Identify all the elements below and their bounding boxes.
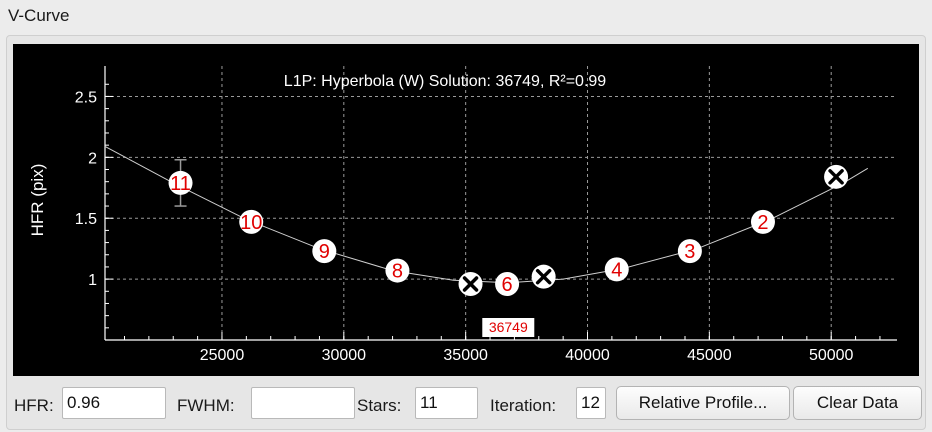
data-point-label: 8 (392, 261, 403, 283)
x-tick-label: 35000 (443, 347, 488, 364)
solution-label-box (482, 318, 535, 337)
data-point (677, 239, 702, 264)
clear-data-button[interactable]: Clear Data (793, 386, 922, 420)
x-tick-label: 50000 (809, 347, 854, 364)
iteration-label: Iteration: (490, 396, 557, 415)
data-point-label: 4 (611, 259, 622, 281)
data-point (385, 258, 410, 283)
data-point (495, 271, 520, 296)
data-point (604, 257, 629, 282)
chart-title: L1P: Hyperbola (W) Solution: 36749, R²=0… (284, 73, 607, 90)
stars-field[interactable] (415, 387, 478, 419)
points-layer: 2 3 4 6 8 9 10 11 36749 (168, 159, 849, 337)
axes-layer: 25000 30000 35000 40000 45000 50000 1 1.5 2 2.5 (75, 66, 897, 364)
excluded-x-mark (828, 169, 844, 185)
x-tick-label: 40000 (565, 347, 610, 364)
data-point (750, 209, 775, 234)
data-point-label: 6 (502, 274, 513, 296)
group-title-v-curve: V-Curve (8, 6, 70, 25)
data-point (239, 209, 264, 234)
y-axis-label: HFR (pix) (28, 164, 47, 237)
x-tick-label: 30000 (322, 347, 367, 364)
data-point (168, 170, 193, 195)
v-curve-plot[interactable]: 25000 30000 35000 40000 45000 50000 1 1.5 2 2.5 2… (13, 44, 919, 376)
y-tick-label: 1 (88, 272, 97, 289)
data-point-label: 9 (319, 241, 330, 263)
data-point-label: 10 (240, 212, 262, 234)
fwhm-label: FWHM: (177, 396, 235, 415)
stars-label: Stars: (357, 396, 402, 415)
excluded-x-mark (462, 276, 479, 292)
y-tick-label: 1.5 (75, 211, 97, 228)
data-point (312, 239, 337, 264)
data-point-label: 3 (684, 241, 695, 263)
solution-label: 36749 (489, 319, 528, 335)
x-tick-label: 45000 (687, 347, 732, 364)
x-tick-label: 25000 (200, 347, 245, 364)
excluded-x-mark (535, 268, 552, 285)
hfr-field[interactable] (62, 387, 166, 419)
relative-profile-button[interactable]: Relative Profile... (616, 386, 790, 420)
iteration-field[interactable] (576, 387, 606, 419)
data-point-label: 11 (170, 173, 191, 195)
hfr-label: HFR: (14, 396, 54, 415)
y-tick-label: 2.5 (75, 89, 97, 106)
y-tick-label: 2 (88, 150, 97, 167)
data-point-label: 2 (757, 212, 768, 234)
fwhm-field[interactable] (251, 387, 355, 419)
